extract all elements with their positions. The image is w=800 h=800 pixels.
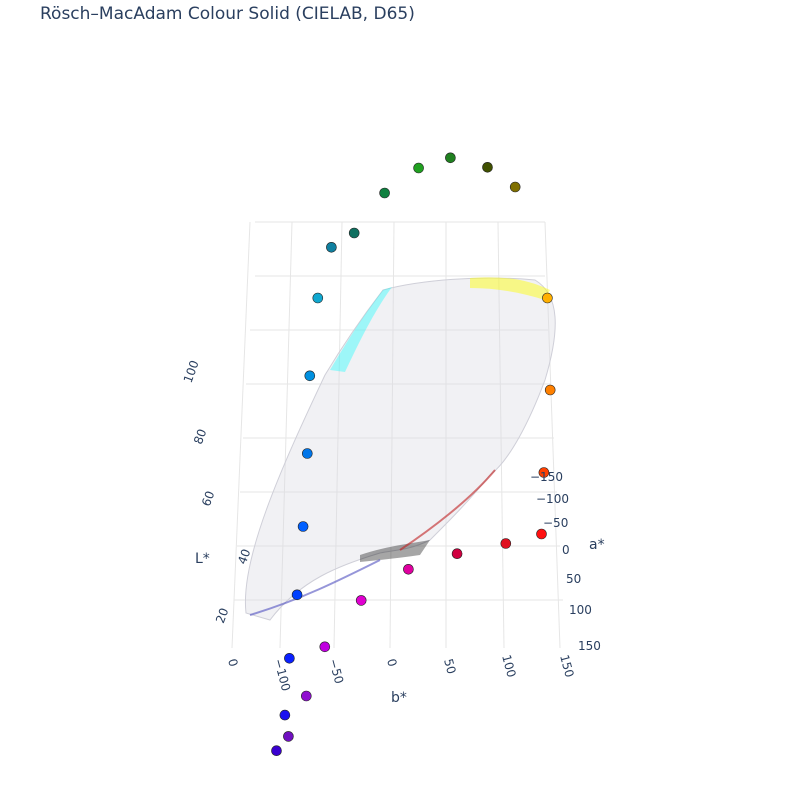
z-axis-title: L*: [195, 551, 210, 567]
spectral-point: [542, 292, 553, 304]
spectral-point: [379, 187, 390, 199]
spectral-point: [283, 731, 294, 742]
spectral-point: [538, 467, 550, 478]
spectral-point: [271, 745, 282, 757]
x-tick-label: 150: [557, 653, 576, 679]
y-axis-title: a*: [589, 537, 605, 553]
z-tick-label: 20: [213, 606, 231, 625]
spectral-point: [445, 152, 456, 164]
spectral-point: [326, 242, 337, 253]
surface-yellow-region: [470, 277, 550, 300]
spectral-point: [348, 227, 360, 239]
colour-solid-surface: [244, 277, 556, 621]
x-tick-label: −50: [326, 657, 346, 685]
spectral-point: [544, 384, 556, 396]
spectral-boundary-markers: [271, 152, 556, 757]
spectral-point: [300, 690, 312, 702]
y-tick-label: −50: [543, 516, 568, 530]
spectral-point: [413, 162, 424, 174]
y-tick-label: −150: [530, 470, 563, 484]
spectral-point: [301, 448, 313, 459]
grid-lines: [231, 221, 563, 649]
spectral-point: [451, 548, 463, 560]
surface-red-edge: [399, 469, 496, 551]
spectral-point: [312, 292, 324, 304]
z-tick-label: 100: [181, 358, 202, 384]
y-tick-label: 0: [562, 543, 570, 557]
x-axis: 0 −100 −50 0 50 100 150 b*: [225, 653, 576, 706]
colour-solid-body: [244, 277, 556, 621]
z-tick-label: 60: [199, 489, 217, 508]
spectral-point: [536, 528, 547, 540]
y-axis: −150 −100 −50 0 50 100 150 a*: [530, 470, 605, 653]
y-tick-label: 150: [578, 639, 601, 653]
spectral-point: [279, 709, 291, 721]
z-tick-label: 80: [191, 427, 209, 446]
surface-blue-edge: [249, 559, 381, 616]
y-tick-label: −100: [536, 492, 569, 506]
surface-dark-region: [360, 540, 430, 562]
x-tick-label: 0: [384, 657, 400, 668]
chart-title: Rösch–MacAdam Colour Solid (CIELAB, D65): [40, 4, 415, 24]
spectral-point: [297, 521, 309, 532]
y-tick-label: 100: [569, 603, 592, 617]
y-tick-label: 50: [566, 572, 581, 586]
spectral-point: [304, 370, 316, 382]
surface-cyan-region: [330, 287, 392, 372]
x-axis-title: b*: [391, 690, 407, 706]
x-tick-label: 0: [225, 657, 241, 668]
spectral-point: [291, 589, 303, 601]
x-tick-label: 100: [499, 653, 518, 679]
x-tick-label: 50: [441, 657, 458, 675]
spectral-point: [355, 595, 367, 606]
spectral-point: [284, 652, 295, 664]
spectral-point: [500, 538, 512, 549]
spectral-point: [319, 641, 331, 653]
spectral-point: [482, 162, 493, 173]
spectral-point: [403, 563, 414, 575]
spectral-point: [509, 181, 521, 193]
z-tick-label: 40: [235, 547, 253, 566]
